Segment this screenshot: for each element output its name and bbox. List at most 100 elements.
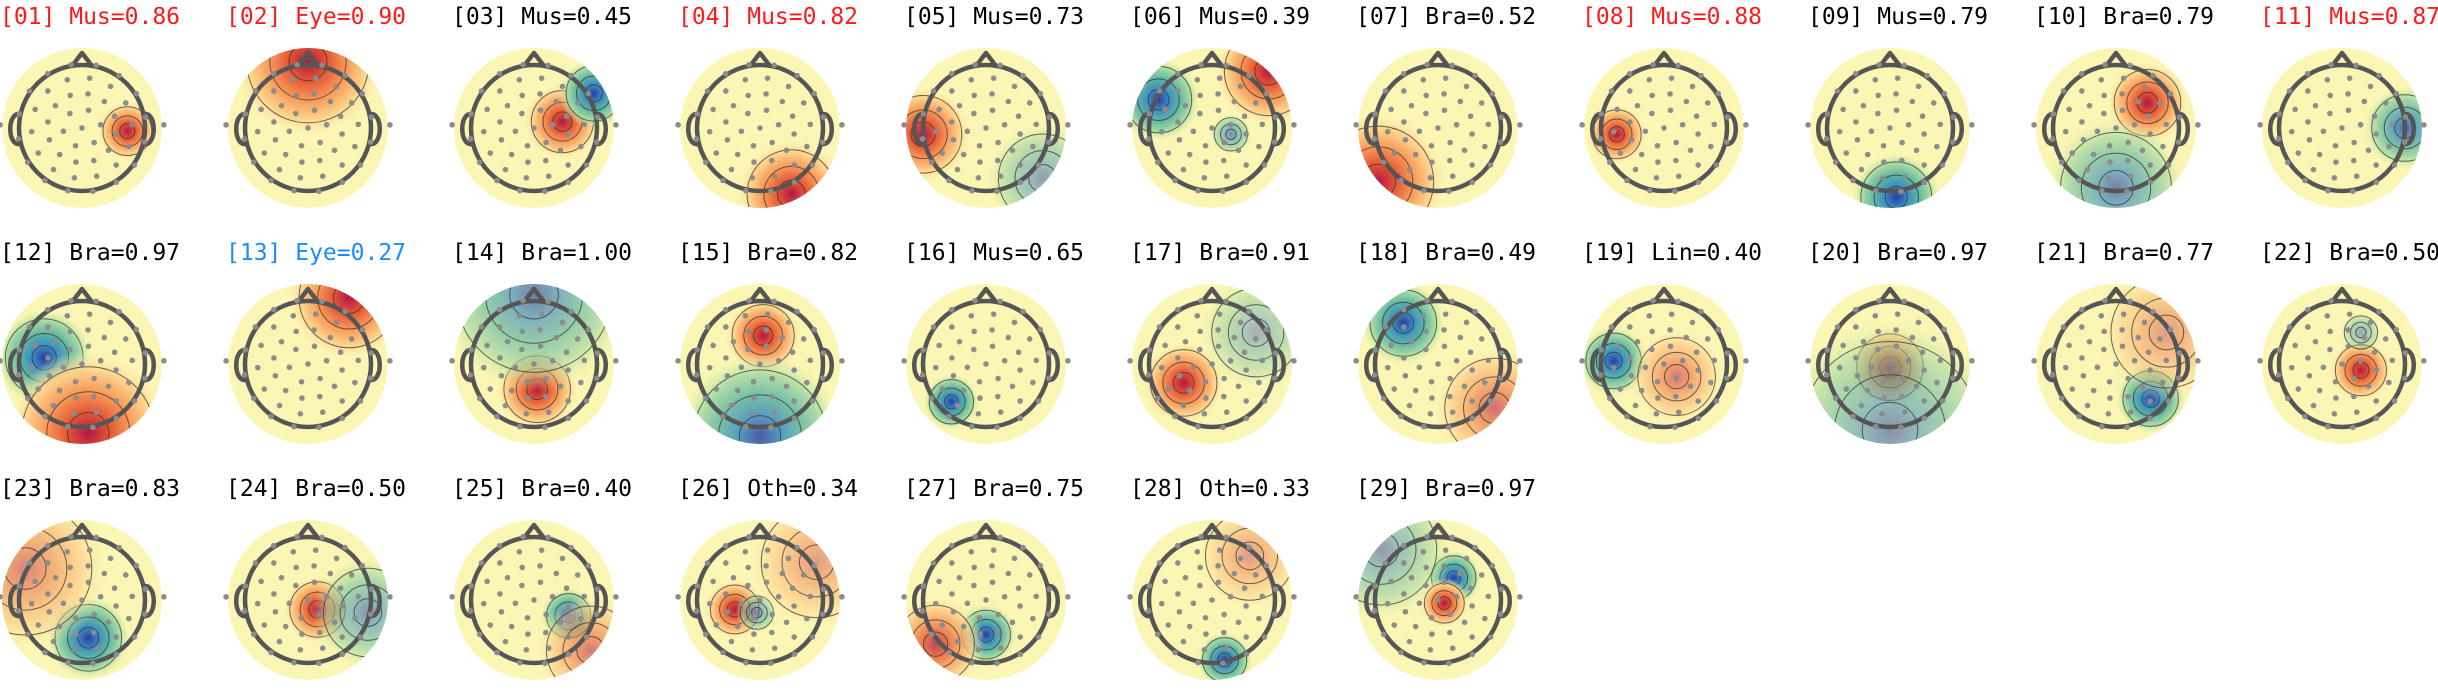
- electrode-dot: [1017, 634, 1023, 640]
- electrode-dot: [2386, 379, 2392, 386]
- electrode-dot: [1154, 159, 1161, 166]
- contour-line: [745, 601, 768, 624]
- electrode-dot: [1497, 375, 1504, 381]
- electrode-dot: [1634, 338, 1641, 345]
- electrode-dot: [311, 91, 317, 97]
- electrode-dot: [742, 312, 749, 319]
- head-circle: [1824, 62, 1956, 194]
- electrode-dot: [258, 106, 264, 113]
- electrode-dot: [2328, 61, 2334, 68]
- electrode-dot: [1924, 72, 1930, 79]
- electrode-dot: [1235, 147, 1242, 154]
- contour-line: [760, 520, 840, 619]
- electrode-dot: [749, 175, 756, 181]
- electrode-dot: [1446, 424, 1452, 431]
- electrode-dot: [1683, 98, 1690, 105]
- electrode-dot: [1695, 162, 1701, 168]
- electrode-dot: [65, 659, 71, 666]
- electrode-dot: [1005, 334, 1012, 341]
- electrode-dot: [517, 187, 523, 194]
- electrode-dot: [583, 162, 590, 168]
- electrode-dot: [1893, 107, 1900, 114]
- electrode-dot: [1353, 594, 1359, 600]
- electrode-dot: [693, 608, 700, 614]
- activation-blob: [2046, 118, 2186, 208]
- electrode-dot: [1045, 375, 1052, 381]
- electrode-dot: [1241, 113, 1248, 120]
- electrode-dot: [1824, 111, 1831, 117]
- electrode-dot: [1909, 334, 1916, 341]
- activation-blob: [1358, 520, 1451, 619]
- electrode-dot: [241, 372, 248, 378]
- contour-line: [2080, 152, 2152, 208]
- electrode-dot: [2176, 114, 2183, 120]
- electrode-dot: [2346, 311, 2353, 317]
- electrode-dot: [948, 306, 955, 313]
- topomap: [449, 520, 619, 680]
- electrode-dot: [339, 634, 345, 640]
- component-panel: [13] Eye=0.27: [223, 236, 452, 458]
- electrode-dot: [270, 306, 277, 313]
- electrode-dot: [1427, 411, 1434, 417]
- electrode-dot: [2373, 367, 2379, 373]
- electrode-dot: [1391, 386, 1398, 392]
- electrode-dot: [1901, 409, 1908, 416]
- electrode-dot: [1447, 611, 1453, 618]
- electrode-dot: [2353, 62, 2359, 69]
- electrode-dot: [305, 361, 311, 367]
- electrode-dot: [299, 631, 305, 637]
- electrode-dot: [1180, 402, 1187, 409]
- electrode-dot: [1921, 131, 1927, 137]
- electrode-dot: [133, 326, 140, 333]
- electrode-dot: [1614, 106, 1620, 113]
- electrode-dot: [1009, 383, 1016, 390]
- component-panel: [02] Eye=0.90: [223, 0, 452, 222]
- head-circle: [468, 534, 600, 666]
- electrode-dot: [1913, 383, 1920, 390]
- electrode-dot: [1905, 357, 1912, 364]
- electrode-dot: [553, 334, 560, 341]
- electrode-dot: [1469, 367, 1475, 373]
- electrode-dot: [2127, 173, 2134, 180]
- electrode-dot: [2373, 415, 2380, 422]
- electrode-dot: [809, 634, 816, 640]
- electrode-dot: [545, 645, 552, 652]
- electrode-dot: [1246, 544, 1252, 551]
- electrode-dot: [1272, 350, 1279, 356]
- electrode-dot: [1402, 136, 1409, 143]
- component-title: [22] Bra=0.50: [2260, 240, 2438, 266]
- electrode-dot: [775, 593, 782, 600]
- electrode-dot: [1608, 324, 1615, 330]
- electrode-dot: [1235, 383, 1242, 390]
- electrode-dot: [977, 159, 983, 165]
- electrode-dot: [2320, 128, 2327, 135]
- nose-outline: [748, 286, 772, 304]
- electrode-dot: [60, 364, 67, 371]
- electrode-dot: [1457, 570, 1464, 577]
- electrode-dot: [2328, 297, 2334, 304]
- contour-line: [1431, 590, 1458, 617]
- electrode-dot: [775, 357, 782, 364]
- electrode-dot: [563, 113, 570, 120]
- electrode-dot: [2139, 147, 2146, 154]
- electrode-dot: [276, 166, 283, 173]
- electrode-dot: [1202, 378, 1209, 385]
- electrode-dot: [359, 90, 366, 97]
- electrode-dot: [1647, 187, 1653, 194]
- electrode-dot: [105, 383, 112, 390]
- electrode-dot: [2145, 349, 2152, 356]
- electrode-dot: [932, 128, 939, 135]
- contour-line: [2355, 326, 2367, 339]
- electrode-dot: [728, 638, 735, 645]
- electrode-dot: [2141, 83, 2148, 90]
- electrode-dot: [2288, 128, 2295, 135]
- nose-outline: [1652, 50, 1676, 68]
- electrode-dot: [242, 111, 249, 117]
- electrode-dot: [1382, 88, 1389, 94]
- electrode-dot: [1969, 358, 1975, 364]
- component-title: [17] Bra=0.91: [1130, 240, 1311, 266]
- electrode-dot: [1598, 347, 1605, 353]
- electrode-dot: [800, 336, 807, 342]
- electrode-dot: [1453, 357, 1460, 364]
- electrode-dot: [920, 347, 927, 353]
